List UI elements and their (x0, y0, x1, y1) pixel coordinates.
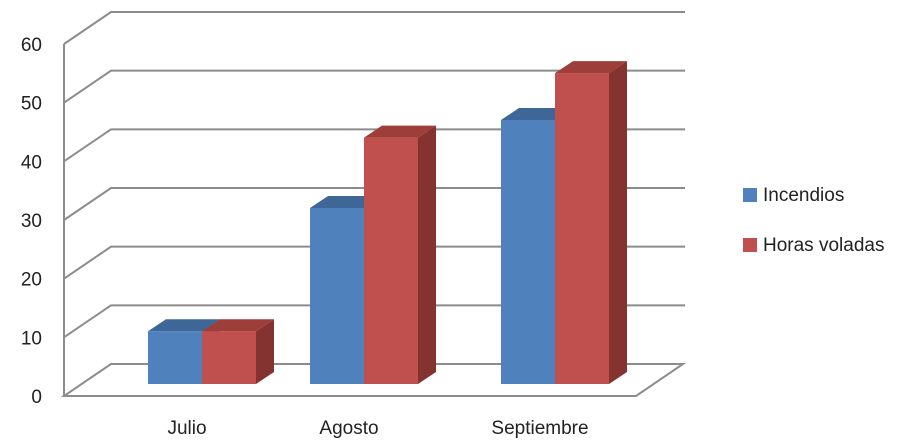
bar-top (148, 319, 220, 332)
bar-horas-voladas-agosto (364, 125, 436, 384)
bar-top (364, 125, 436, 138)
legend-label: Incendios (763, 185, 844, 206)
gridline (63, 69, 685, 104)
gridline (63, 304, 685, 339)
x-axis-category-labels: Julio Agosto Septiembre (167, 418, 588, 439)
bar-side (418, 125, 436, 384)
bar-horas-voladas-septiembre (555, 61, 627, 385)
y-tick-label: 30 (21, 211, 42, 232)
gridline (63, 245, 685, 280)
x-category-label: Julio (167, 418, 206, 439)
y-tick-label: 40 (21, 152, 42, 173)
gridline (63, 187, 685, 221)
floor-plane (60, 363, 687, 397)
bar-top (202, 319, 274, 332)
bar-top (555, 61, 627, 74)
bars (148, 61, 627, 385)
bar-front (202, 331, 256, 384)
gridline (63, 128, 685, 163)
legend-swatch (743, 188, 757, 202)
bar-side (256, 319, 274, 384)
bar-side (609, 61, 627, 385)
y-tick-label: 10 (21, 328, 42, 349)
gridlines (63, 11, 685, 339)
bar-horas-voladas-julio (202, 319, 274, 384)
bar-front (310, 208, 364, 384)
bar-front (364, 137, 418, 384)
y-tick-label: 0 (31, 387, 42, 408)
y-tick-label: 50 (21, 94, 42, 115)
bar-front (148, 331, 202, 384)
legend: Incendios Horas voladas (743, 185, 884, 256)
x-category-label: Septiembre (491, 418, 588, 439)
y-tick-label: 60 (21, 35, 42, 56)
legend-swatch (743, 238, 757, 252)
gridline (63, 11, 685, 45)
legend-label: Horas voladas (763, 235, 884, 256)
y-axis-tick-labels: 0 10 20 30 40 50 60 (21, 35, 42, 408)
bar-front (501, 120, 555, 384)
y-tick-label: 20 (21, 270, 42, 291)
bar-front (555, 73, 609, 385)
x-category-label: Agosto (319, 418, 378, 439)
